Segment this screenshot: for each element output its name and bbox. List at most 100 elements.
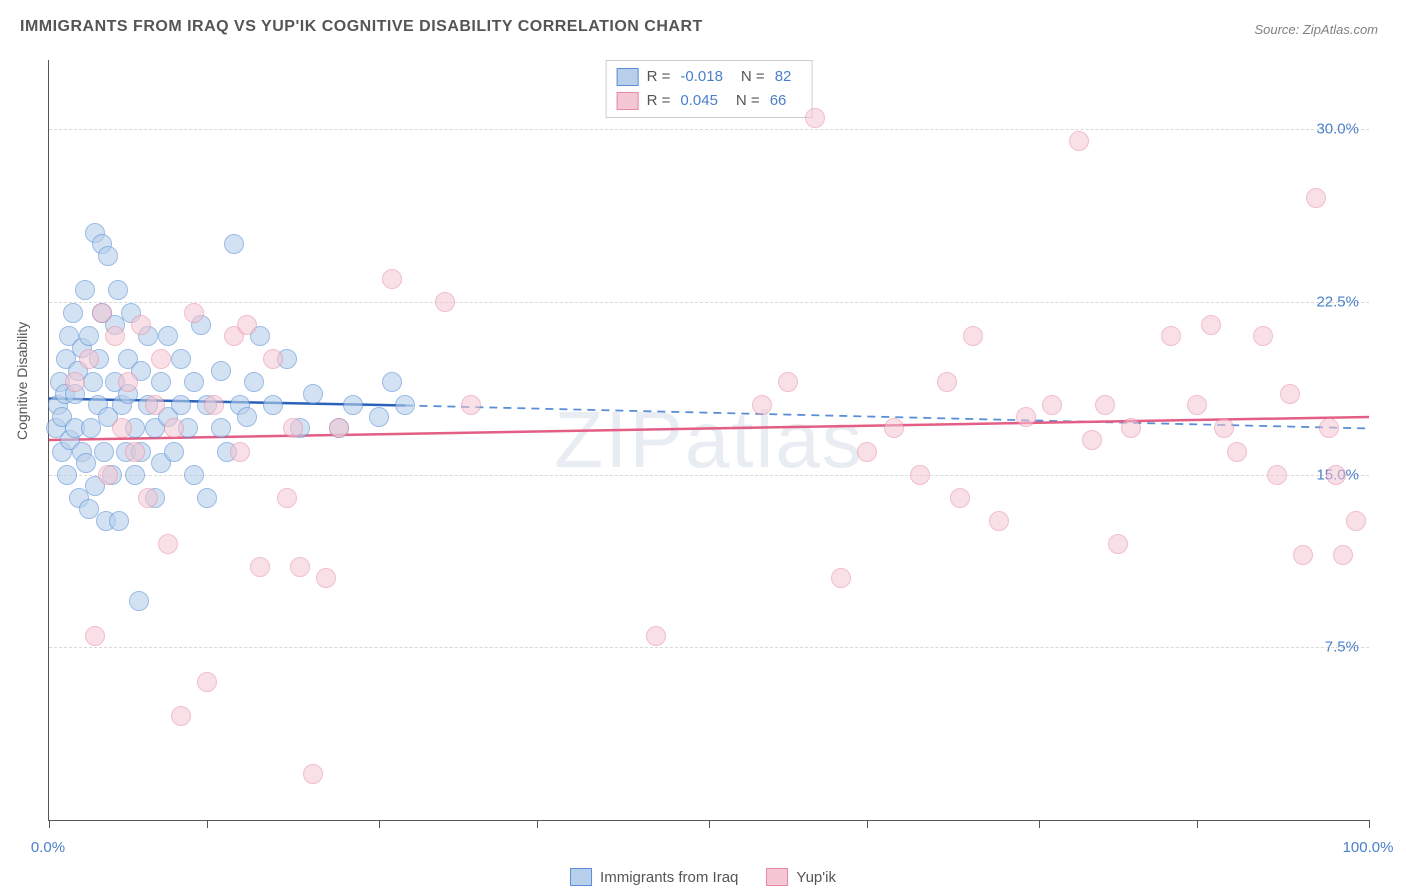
x-tick xyxy=(1039,820,1040,828)
scatter-point xyxy=(1346,511,1366,531)
scatter-point xyxy=(65,372,85,392)
scatter-point xyxy=(118,372,138,392)
scatter-point xyxy=(1201,315,1221,335)
scatter-point xyxy=(382,269,402,289)
scatter-point xyxy=(646,626,666,646)
scatter-point xyxy=(435,292,455,312)
scatter-point xyxy=(108,280,128,300)
series-legend: Immigrants from Iraq Yup'ik xyxy=(570,868,836,886)
scatter-point xyxy=(395,395,415,415)
scatter-point xyxy=(184,372,204,392)
scatter-point xyxy=(1095,395,1115,415)
scatter-point xyxy=(329,418,349,438)
scatter-point xyxy=(1121,418,1141,438)
scatter-point xyxy=(963,326,983,346)
scatter-point xyxy=(98,246,118,266)
x-tick xyxy=(537,820,538,828)
scatter-point xyxy=(94,442,114,462)
scatter-point xyxy=(303,384,323,404)
scatter-point xyxy=(138,488,158,508)
legend-n-label: N = xyxy=(736,89,760,113)
scatter-point xyxy=(204,395,224,415)
x-tick-label: 0.0% xyxy=(31,839,65,856)
scatter-point xyxy=(158,534,178,554)
scatter-point xyxy=(112,418,132,438)
scatter-point xyxy=(131,315,151,335)
scatter-point xyxy=(76,453,96,473)
scatter-point xyxy=(164,418,184,438)
scatter-point xyxy=(79,326,99,346)
scatter-point xyxy=(831,568,851,588)
scatter-point xyxy=(92,303,112,323)
scatter-point xyxy=(164,442,184,462)
gridline xyxy=(49,129,1369,130)
x-tick xyxy=(1197,820,1198,828)
scatter-point xyxy=(937,372,957,392)
scatter-point xyxy=(125,442,145,462)
scatter-point xyxy=(250,557,270,577)
gridline xyxy=(49,302,1369,303)
scatter-point xyxy=(1267,465,1287,485)
y-tick-label: 7.5% xyxy=(1325,639,1359,656)
x-tick xyxy=(867,820,868,828)
legend-r-value: 0.045 xyxy=(680,89,718,113)
scatter-point xyxy=(151,349,171,369)
scatter-point xyxy=(129,591,149,611)
series-legend-label: Immigrants from Iraq xyxy=(600,869,738,886)
scatter-point xyxy=(369,407,389,427)
scatter-point xyxy=(316,568,336,588)
scatter-point xyxy=(950,488,970,508)
scatter-point xyxy=(884,418,904,438)
series-legend-label: Yup'ik xyxy=(796,869,836,886)
watermark: ZIPatlas xyxy=(554,394,863,486)
y-tick-label: 30.0% xyxy=(1316,121,1359,138)
legend-row: R =-0.018N =82 xyxy=(617,65,802,89)
scatter-point xyxy=(57,465,77,485)
plot-area: ZIPatlas R =-0.018N =82R =0.045N =66 7.5… xyxy=(48,60,1369,821)
scatter-point xyxy=(211,418,231,438)
x-tick-label: 100.0% xyxy=(1343,839,1394,856)
scatter-point xyxy=(75,280,95,300)
scatter-point xyxy=(263,395,283,415)
scatter-point xyxy=(197,672,217,692)
legend-swatch xyxy=(570,868,592,886)
scatter-point xyxy=(171,706,191,726)
x-tick xyxy=(379,820,380,828)
scatter-point xyxy=(290,557,310,577)
scatter-point xyxy=(1319,418,1339,438)
scatter-point xyxy=(197,488,217,508)
x-tick xyxy=(207,820,208,828)
legend-r-label: R = xyxy=(647,65,671,89)
scatter-point xyxy=(171,349,191,369)
scatter-point xyxy=(1042,395,1062,415)
scatter-point xyxy=(237,315,257,335)
scatter-point xyxy=(105,326,125,346)
chart-title: IMMIGRANTS FROM IRAQ VS YUP'IK COGNITIVE… xyxy=(20,18,703,36)
scatter-point xyxy=(244,372,264,392)
scatter-point xyxy=(1069,131,1089,151)
scatter-point xyxy=(145,395,165,415)
scatter-point xyxy=(277,488,297,508)
scatter-point xyxy=(1333,545,1353,565)
gridline xyxy=(49,647,1369,648)
scatter-point xyxy=(382,372,402,392)
scatter-point xyxy=(461,395,481,415)
scatter-point xyxy=(303,764,323,784)
scatter-point xyxy=(63,303,83,323)
scatter-point xyxy=(79,349,99,369)
x-tick xyxy=(49,820,50,828)
scatter-point xyxy=(224,234,244,254)
scatter-point xyxy=(1161,326,1181,346)
legend-swatch xyxy=(617,68,639,86)
series-legend-item: Immigrants from Iraq xyxy=(570,868,738,886)
legend-n-value: 82 xyxy=(775,65,792,89)
legend-r-label: R = xyxy=(647,89,671,113)
scatter-point xyxy=(211,361,231,381)
scatter-point xyxy=(1214,418,1234,438)
scatter-point xyxy=(81,418,101,438)
x-tick xyxy=(709,820,710,828)
scatter-point xyxy=(1280,384,1300,404)
scatter-point xyxy=(237,407,257,427)
source-attribution: Source: ZipAtlas.com xyxy=(1254,22,1378,37)
legend-r-value: -0.018 xyxy=(680,65,723,89)
